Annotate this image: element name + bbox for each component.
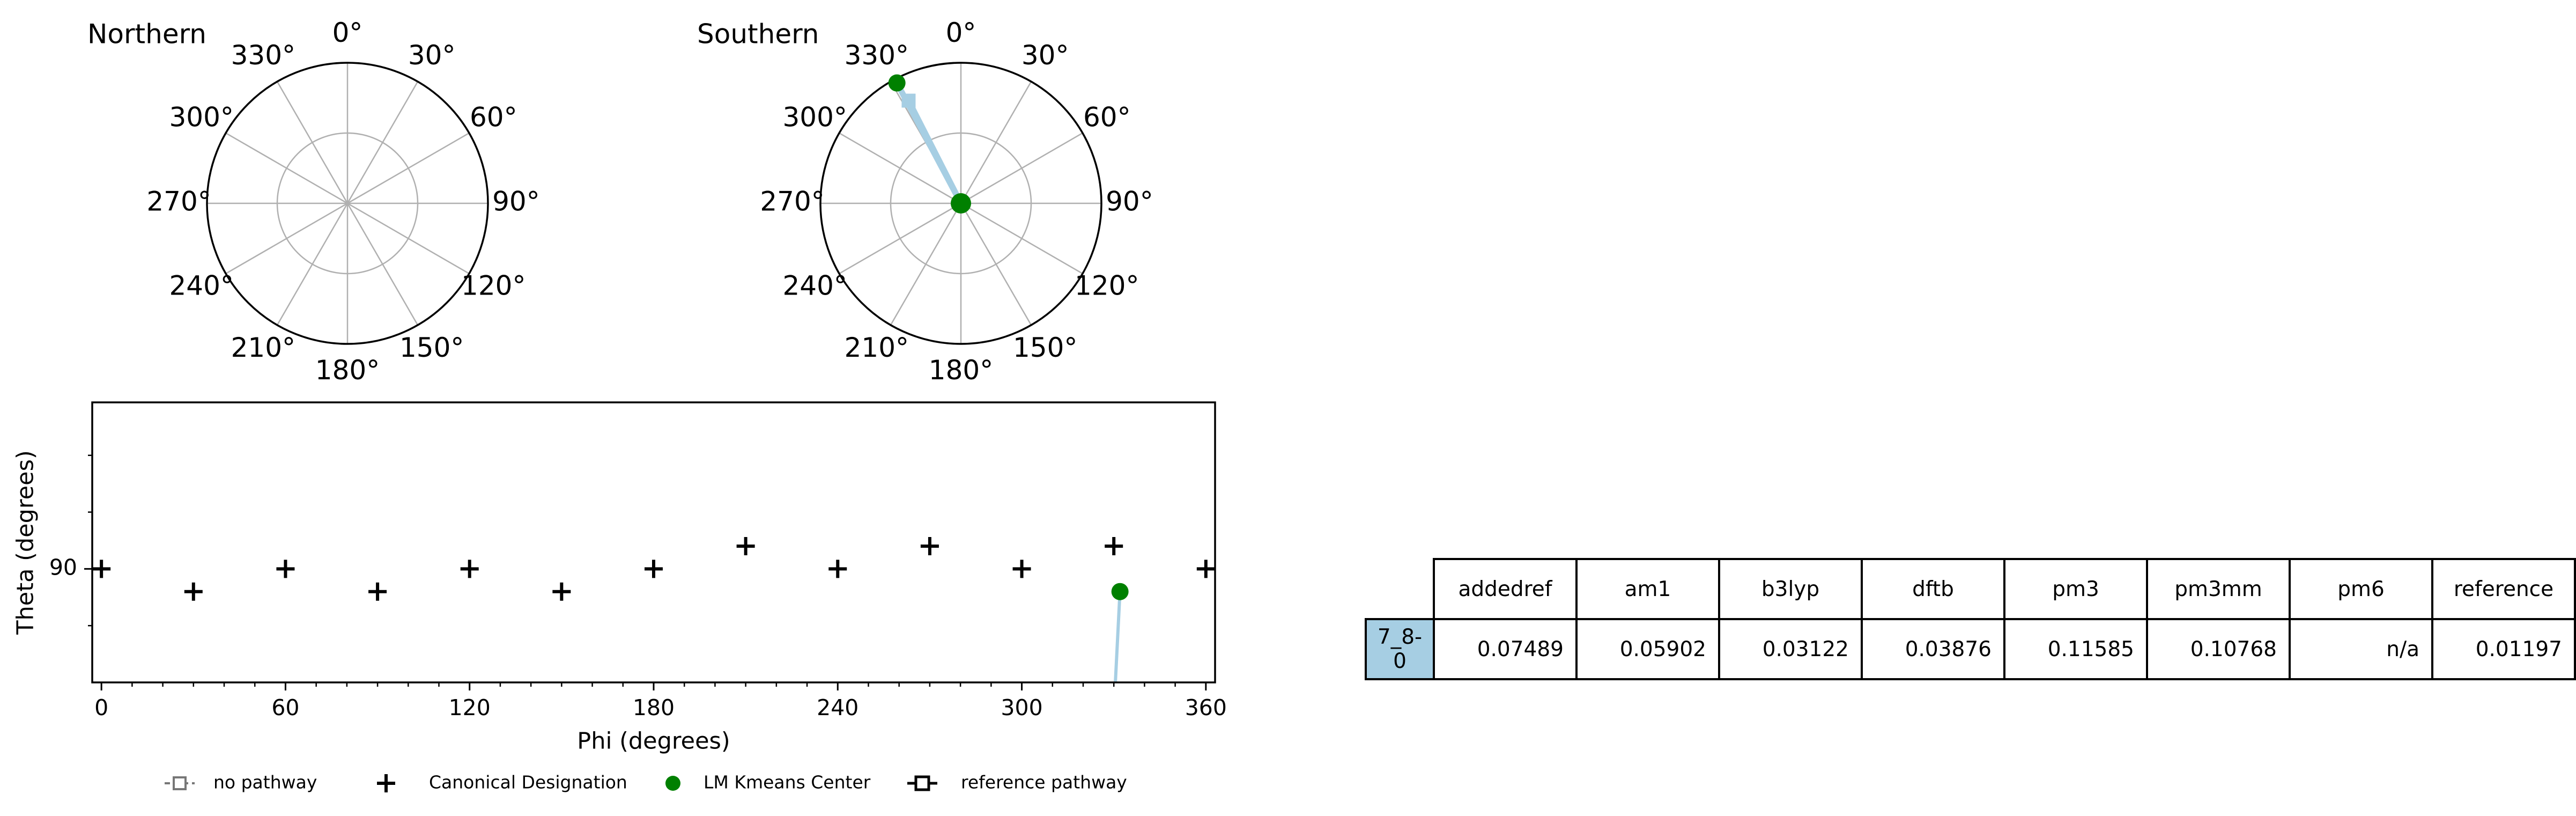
rmsd-table: addedref am1 b3lyp dftb pm3 pm3mm pm6 re… xyxy=(1365,558,2576,680)
table-row: 7_8-0 0.07489 0.05902 0.03122 0.03876 0.… xyxy=(1365,618,2576,680)
kmeans-center-point xyxy=(951,193,971,214)
angle-tick-label: 330° xyxy=(231,40,295,71)
kmeans-center-point xyxy=(1111,583,1129,600)
canonical-designation-marker xyxy=(92,560,111,578)
legend-label: no pathway xyxy=(213,772,317,793)
legend-label: reference pathway xyxy=(961,772,1127,793)
legend-item: Canonical Designation xyxy=(377,772,627,793)
angle-tick-label: 210° xyxy=(845,332,909,363)
table-cell: n/a xyxy=(2289,618,2433,680)
canonical-designation-marker xyxy=(645,560,663,578)
table-cell: 0.07489 xyxy=(1433,618,1578,680)
polar-boundary xyxy=(206,62,489,345)
canonical-designation-marker xyxy=(184,582,203,601)
column-header: dftb xyxy=(1861,558,2005,620)
canonical-designation-marker xyxy=(552,582,571,601)
x-tick-label: 0 xyxy=(94,695,108,721)
legend-label: Canonical Designation xyxy=(429,772,627,793)
angle-tick-label: 60° xyxy=(470,101,517,133)
canonical-designation-marker xyxy=(276,560,295,578)
polar-plot-southern: 0° 30° 60° 90° 120° 150° 180° 210° 240° 270° 300° 3… xyxy=(697,17,1153,386)
x-tick-label: 300 xyxy=(1001,695,1042,721)
legend-item: reference pathway xyxy=(907,772,1127,793)
canonical-designation-marker xyxy=(736,537,755,556)
legend-item: no pathway xyxy=(165,772,317,793)
column-header: am1 xyxy=(1575,558,1720,620)
legend-label: LM Kmeans Center xyxy=(704,772,871,793)
angle-tick-label: 0° xyxy=(946,17,976,48)
canonical-designation-marker xyxy=(1012,560,1031,578)
table-cell: 0.03122 xyxy=(1718,618,1863,680)
angle-tick-label: 240° xyxy=(169,270,234,302)
angle-tick-label: 0° xyxy=(332,17,363,48)
radial-ring xyxy=(276,132,419,275)
polar-plot-title: Southern xyxy=(697,19,819,50)
polar-plot-northern: 0° 30° 60° 90° 120° 150° 180° 210° 240° 270° 300° 3… xyxy=(87,17,540,386)
table-corner xyxy=(1366,559,1434,619)
y-tick-label: 90 xyxy=(49,554,77,580)
angle-tick-label: 240° xyxy=(783,270,847,302)
column-header: pm3 xyxy=(2003,558,2148,620)
angle-tick-label: 270° xyxy=(146,186,211,217)
x-tick-label: 180 xyxy=(633,695,675,721)
angle-tick-label: 300° xyxy=(783,101,847,133)
legend-swatch-marker xyxy=(665,776,680,791)
table-header-row: addedref am1 b3lyp dftb pm3 pm3mm pm6 re… xyxy=(1366,558,2576,620)
table-cell: 0.05902 xyxy=(1575,618,1720,680)
table-cell: 0.11585 xyxy=(2003,618,2148,680)
legend-swatch-marker xyxy=(377,774,395,792)
phi-theta-plot: 0 60 120 180 240 300 360 90 Phi (degrees) Theta (… xyxy=(12,401,1227,755)
legend-swatch-marker xyxy=(914,775,930,791)
row-label: 7_8-0 xyxy=(1365,618,1435,680)
angle-tick-label: 120° xyxy=(1075,270,1139,302)
table-cell: 0.01197 xyxy=(2431,618,2576,680)
polar-boundary xyxy=(819,62,1102,345)
angle-tick-label: 300° xyxy=(169,101,234,133)
angle-tick-label: 150° xyxy=(399,332,464,363)
angle-tick-label: 30° xyxy=(1021,40,1069,71)
reference-pathway-marker xyxy=(901,93,916,108)
x-axis-label: Phi (degrees) xyxy=(577,728,730,755)
angle-tick-label: 120° xyxy=(461,270,525,302)
column-header: reference xyxy=(2431,558,2576,620)
canonical-designation-marker xyxy=(828,560,847,578)
canonical-designation-marker xyxy=(460,560,479,578)
table-cell: 0.03876 xyxy=(1861,618,2005,680)
angle-tick-label: 90° xyxy=(492,186,540,217)
column-header: b3lyp xyxy=(1718,558,1863,620)
reference-pathway-line xyxy=(1114,591,1122,683)
y-axis-label: Theta (degrees) xyxy=(12,450,39,635)
legend-swatch-marker xyxy=(173,776,187,790)
x-tick-label: 240 xyxy=(817,695,858,721)
legend: no pathway Canonical Designation LM Kmeans… xyxy=(165,772,1127,793)
x-tick-label: 60 xyxy=(271,695,299,721)
angle-tick-label: 30° xyxy=(408,40,456,71)
column-header: pm6 xyxy=(2289,558,2433,620)
angle-tick-label: 60° xyxy=(1083,101,1131,133)
x-tick-label: 360 xyxy=(1185,695,1227,721)
angle-tick-label: 210° xyxy=(231,332,295,363)
plot-frame xyxy=(91,401,1216,683)
canonical-designation-marker xyxy=(1105,537,1123,556)
polar-plot-title: Northern xyxy=(87,19,206,50)
angle-tick-label: 180° xyxy=(929,355,993,386)
angle-tick-label: 270° xyxy=(760,186,824,217)
angle-tick-label: 90° xyxy=(1106,186,1153,217)
canonical-designation-marker xyxy=(368,582,387,601)
x-tick-label: 120 xyxy=(449,695,491,721)
angle-tick-label: 150° xyxy=(1013,332,1077,363)
radial-ring xyxy=(890,132,1032,275)
table-cell: 0.10768 xyxy=(2146,618,2291,680)
canonical-designation-marker xyxy=(920,537,939,556)
angle-tick-label: 330° xyxy=(845,40,909,71)
angle-tick-label: 180° xyxy=(315,355,380,386)
column-header: pm3mm xyxy=(2146,558,2291,620)
rmsd-table-wrap: addedref am1 b3lyp dftb pm3 pm3mm pm6 re… xyxy=(1365,558,2576,680)
kmeans-center-point xyxy=(888,74,906,92)
canonical-designation-marker xyxy=(1196,560,1215,578)
legend-item: LM Kmeans Center xyxy=(665,772,871,793)
column-header: addedref xyxy=(1433,558,1578,620)
